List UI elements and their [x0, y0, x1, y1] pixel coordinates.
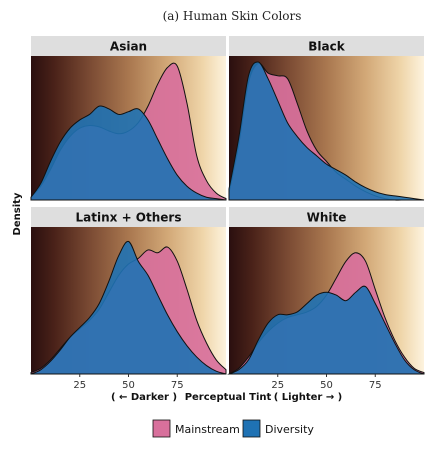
panel-latinx-others: Latinx + Others 25 50 75 — [30, 207, 227, 391]
chart-title: (a) Human Skin Colors — [163, 9, 302, 23]
panel-white: White 25 50 75 — [227, 207, 425, 391]
panels: Asian Black Latinx + Others 25 50 75 White 25 50… — [30, 36, 425, 391]
x-tick-label: 75 — [171, 380, 184, 391]
density-area-diversity — [228, 285, 425, 375]
density-area-diversity — [228, 61, 425, 201]
x-tick-label: 50 — [320, 380, 333, 391]
legend-label: Diversity — [265, 423, 314, 436]
panel-asian: Asian — [30, 36, 227, 201]
x-axis-label: Perceptual Tint — [185, 392, 272, 403]
panel-strip — [229, 36, 424, 56]
x-tick-label: 25 — [271, 380, 284, 391]
panel-strip — [229, 207, 424, 227]
panel-strip-label: Latinx + Others — [76, 211, 182, 225]
legend-swatch — [242, 419, 261, 438]
panel-strip — [31, 36, 226, 56]
x-axis-label-right: ( Lighter → ) — [274, 392, 343, 403]
legend-item-mainstream: Mainstream — [152, 419, 240, 438]
legend-swatch — [152, 419, 171, 438]
density-area-diversity — [30, 105, 227, 201]
panel-black: Black — [228, 36, 425, 201]
panel-strip-label: White — [307, 211, 347, 225]
x-tick-label: 50 — [122, 380, 135, 391]
x-tick-label: 75 — [369, 380, 382, 391]
x-axis-label-left: ( ← Darker ) — [111, 392, 177, 403]
legend: Mainstream Diversity — [152, 419, 314, 438]
legend-item-diversity: Diversity — [242, 419, 314, 438]
panel-strip-label: Black — [308, 40, 345, 54]
legend-label: Mainstream — [175, 423, 240, 436]
panel-strip — [31, 207, 226, 227]
x-tick-label: 25 — [73, 380, 86, 391]
density-area-diversity — [30, 240, 227, 375]
y-axis-label: Density — [12, 192, 23, 235]
panel-strip-label: Asian — [110, 40, 147, 54]
